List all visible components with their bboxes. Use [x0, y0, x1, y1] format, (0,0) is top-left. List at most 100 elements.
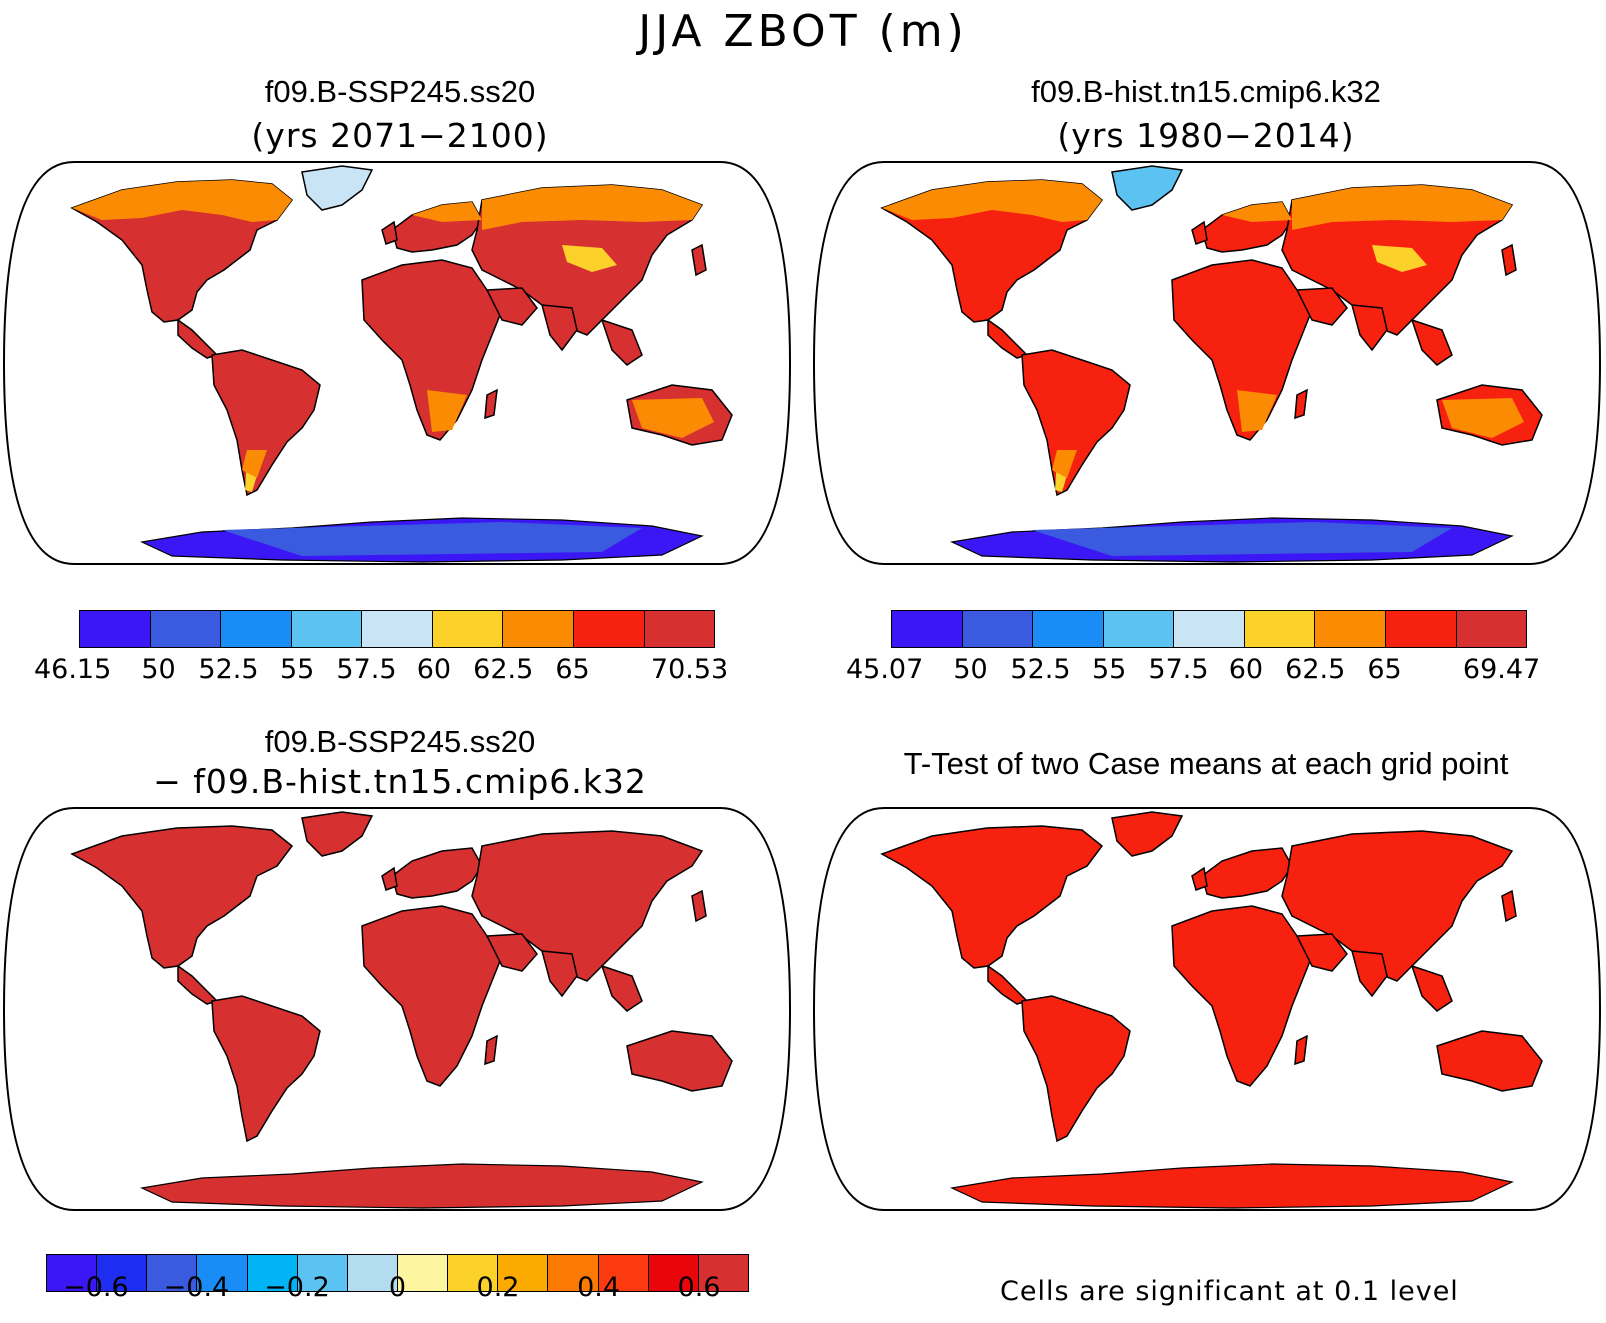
- antarctica-inner-region: [222, 522, 642, 556]
- colorbar-tick-label: 0: [388, 1272, 407, 1303]
- continent-japan: [1501, 889, 1517, 923]
- colorbar-cell: [347, 1255, 398, 1291]
- case-colorbar: [79, 610, 715, 648]
- difference-map: [2, 807, 792, 1211]
- continent-antarctica: [949, 1163, 1514, 1209]
- ttest-map: [812, 807, 1602, 1211]
- colorbar-tick-label: 60: [1228, 654, 1264, 685]
- colorbar-cell: [892, 611, 963, 647]
- colorbar-cell: [1244, 611, 1316, 647]
- continent-africa: [1171, 905, 1313, 1087]
- continent-madagascar: [484, 388, 498, 420]
- case-panel-title: f09.B-SSP245.ss20: [264, 74, 536, 109]
- colorbar-cell: [1315, 611, 1386, 647]
- asia-high-lat-band: [1292, 185, 1512, 230]
- australia-interior-region: [1442, 398, 1524, 438]
- continent-greenland: [1111, 165, 1184, 211]
- continent-southAmerica: [211, 995, 321, 1143]
- tibetan-plateau-region: [1372, 245, 1427, 272]
- colorbar-tick-label: 57.5: [1148, 654, 1209, 685]
- continent-seAsia: [600, 964, 643, 1012]
- continent-madagascar: [1294, 388, 1308, 420]
- map-boundary: [2, 807, 792, 1211]
- southern-africa-region: [427, 390, 467, 432]
- colorbar-tick-label: 69.47: [1462, 654, 1541, 685]
- continent-uk: [1191, 866, 1208, 891]
- continent-australia: [1436, 1030, 1543, 1092]
- colorbar-cell: [1385, 611, 1457, 647]
- colorbar-tick-label: 0.6: [677, 1272, 721, 1303]
- continent-seAsia: [1410, 318, 1453, 366]
- continent-madagascar: [1294, 1034, 1308, 1066]
- colorbar-tick-label: 52.5: [198, 654, 259, 685]
- continent-australia: [626, 1030, 733, 1092]
- diff-colorbar: [46, 1254, 749, 1292]
- colorbar-cell: [503, 611, 574, 647]
- colorbar-cell: [548, 1255, 599, 1291]
- control-colorbar-labels: 45.07 50 52.5 55 57.5 60 62.5 65 69.47: [846, 654, 1540, 688]
- europe-high-lat-band: [412, 202, 482, 222]
- continent-arabia: [485, 933, 538, 972]
- colorbar-tick-label: −0.4: [163, 1272, 230, 1303]
- north-america-high-lat-band: [72, 180, 292, 222]
- colorbar-tick-label: 50: [953, 654, 988, 685]
- southern-andes-region: [1052, 450, 1077, 478]
- colorbar-cell: [150, 611, 222, 647]
- colorbar-tick-label: 62.5: [1285, 654, 1346, 685]
- continent-madagascar: [484, 1034, 498, 1066]
- colorbar-cell: [47, 1255, 98, 1291]
- map-boundary: [812, 161, 1602, 565]
- colorbar-tick-label: 50: [141, 654, 176, 685]
- continent-arabia: [485, 287, 538, 326]
- colorbar-tick-label: 60: [416, 654, 452, 685]
- continent-asia: [471, 830, 704, 982]
- continent-seAsia: [1410, 964, 1453, 1012]
- figure-title: JJA ZBOT (m): [638, 6, 968, 57]
- continent-india: [540, 950, 578, 998]
- continent-uk: [1191, 220, 1208, 245]
- colorbar-tick-label: 62.5: [473, 654, 534, 685]
- land-layer: [70, 165, 733, 563]
- case-panel-subtitle: (yrs 2071−2100): [251, 116, 549, 155]
- continent-africa: [361, 905, 503, 1087]
- colorbar-cell: [1103, 611, 1175, 647]
- continent-arabia: [1295, 287, 1348, 326]
- colorbar-cell: [291, 611, 363, 647]
- colorbar-tick-label: −0.6: [63, 1272, 129, 1303]
- continent-india: [1350, 950, 1388, 998]
- colorbar-tick-label: 65: [1367, 654, 1402, 685]
- significance-note: Cells are significant at 0.1 level: [1000, 1276, 1459, 1307]
- antarctica-inner-region: [1032, 522, 1452, 556]
- diff-panel-title: f09.B-SSP245.ss20: [264, 724, 536, 759]
- europe-high-lat-band: [1222, 202, 1292, 222]
- colorbar-cell: [147, 1255, 198, 1291]
- control-map: [812, 161, 1602, 565]
- land-layer: [880, 811, 1543, 1209]
- continent-europe: [1201, 847, 1293, 899]
- diff-colorbar-labels: −0.6 −0.4 −0.2 0 0.2 0.4 0.6: [46, 1272, 749, 1306]
- colorbar-cell: [97, 1255, 148, 1291]
- continent-greenland: [301, 811, 374, 857]
- colorbar-tick-label: 65: [555, 654, 590, 685]
- colorbar-cell: [197, 1255, 248, 1291]
- control-panel-title: f09.B-hist.tn15.cmip6.k32: [1031, 74, 1381, 109]
- continent-northAmerica: [880, 825, 1104, 969]
- colorbar-cell: [1174, 611, 1245, 647]
- continent-japan: [691, 243, 707, 277]
- colorbar-cell: [962, 611, 1034, 647]
- colorbar-tick-label: 55: [279, 654, 315, 685]
- colorbar-cell: [648, 1255, 699, 1291]
- colorbar-cell: [80, 611, 151, 647]
- colorbar-cell: [644, 611, 715, 647]
- diff-panel-subtitle: − f09.B-hist.tn15.cmip6.k32: [153, 762, 647, 801]
- southern-africa-region: [1237, 390, 1277, 432]
- colorbar-cell: [698, 1255, 748, 1291]
- continent-seAsia: [600, 318, 643, 366]
- colorbar-cell: [432, 611, 504, 647]
- colorbar-tick-label: 70.53: [650, 654, 729, 685]
- north-america-high-lat-band: [882, 180, 1102, 222]
- case-map: [2, 161, 792, 565]
- colorbar-cell: [221, 611, 292, 647]
- continent-arabia: [1295, 933, 1348, 972]
- colorbar-cell: [362, 611, 433, 647]
